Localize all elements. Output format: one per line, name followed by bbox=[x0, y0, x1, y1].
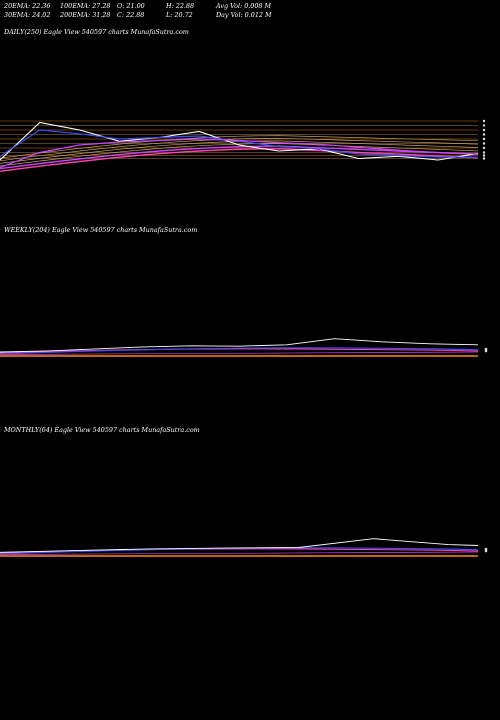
daily-ema-fan-line bbox=[0, 145, 479, 170]
weekly-ema-magenta-line bbox=[0, 351, 479, 355]
daily-ema-fan-line bbox=[0, 143, 479, 167]
ema200-stat: 200EMA: 31.28 bbox=[60, 11, 111, 19]
daily-ema-fan-line bbox=[0, 137, 479, 162]
daily-reference-marker bbox=[482, 157, 486, 160]
daily-reference-marker bbox=[482, 151, 486, 154]
high-stat: H: 22.88 bbox=[166, 2, 195, 10]
ema-stats-header: 20EMA: 22.36 100EMA: 27.28 O: 21.00 H: 22.8… bbox=[4, 2, 272, 20]
daily-reference-marker bbox=[482, 154, 486, 157]
low-stat: L: 20.72 bbox=[166, 11, 193, 19]
weekly-chart bbox=[0, 338, 488, 357]
monthly-ema-magenta-line bbox=[0, 551, 479, 555]
monthly-panel-label: MONTHLY(64) Eagle View 540597 charts Mun… bbox=[4, 426, 200, 434]
ema100-stat: 100EMA: 27.28 bbox=[60, 2, 111, 10]
monthly-ema-blue-line bbox=[0, 547, 479, 555]
daily-chart bbox=[0, 119, 486, 172]
weekly-price-line bbox=[0, 338, 479, 353]
weekly-end-marker bbox=[484, 349, 488, 353]
daily-reference-marker bbox=[482, 128, 486, 132]
weekly-end-marker bbox=[484, 347, 488, 351]
monthly-end-marker bbox=[484, 549, 488, 553]
daily-ema-fan-line bbox=[0, 135, 479, 159]
weekly-ema-pink-line bbox=[0, 348, 479, 354]
daily-panel-label: DAILY(250) Eagle View 540597 charts Muna… bbox=[4, 28, 189, 36]
daily-ema-slow-line bbox=[0, 138, 479, 169]
daily-price-line bbox=[0, 121, 479, 161]
open-stat: O: 21.00 bbox=[117, 2, 145, 10]
stats-row-1: 20EMA: 22.36 100EMA: 27.28 O: 21.00 H: 22.8… bbox=[4, 2, 272, 11]
daily-reference-marker bbox=[482, 137, 486, 141]
daily-reference-marker bbox=[482, 124, 486, 127]
ema20-stat: 20EMA: 22.36 bbox=[4, 2, 51, 10]
weekly-ema-blue-line bbox=[0, 347, 479, 355]
monthly-price-line bbox=[0, 538, 479, 553]
daily-reference-marker bbox=[482, 119, 486, 123]
monthly-chart bbox=[0, 538, 488, 557]
stats-row-2: 30EMA: 24.02 200EMA: 31.28 C: 22.88 L: 20.7… bbox=[4, 11, 272, 20]
avg-vol-stat: Avg Vol: 0.008 M bbox=[216, 2, 272, 10]
day-vol-stat: Day Vol: 0.012 M bbox=[216, 11, 272, 19]
daily-ema-fan-line bbox=[0, 148, 479, 172]
daily-reference-marker bbox=[482, 133, 486, 136]
weekly-panel-label: WEEKLY(204) Eagle View 540597 charts Mun… bbox=[4, 226, 198, 234]
ema30-stat: 30EMA: 24.02 bbox=[4, 11, 51, 19]
close-stat: C: 22.88 bbox=[117, 11, 145, 19]
daily-reference-marker bbox=[482, 142, 486, 145]
daily-reference-marker bbox=[482, 146, 486, 150]
daily-ema20-line bbox=[0, 129, 479, 158]
monthly-end-marker bbox=[484, 547, 488, 551]
